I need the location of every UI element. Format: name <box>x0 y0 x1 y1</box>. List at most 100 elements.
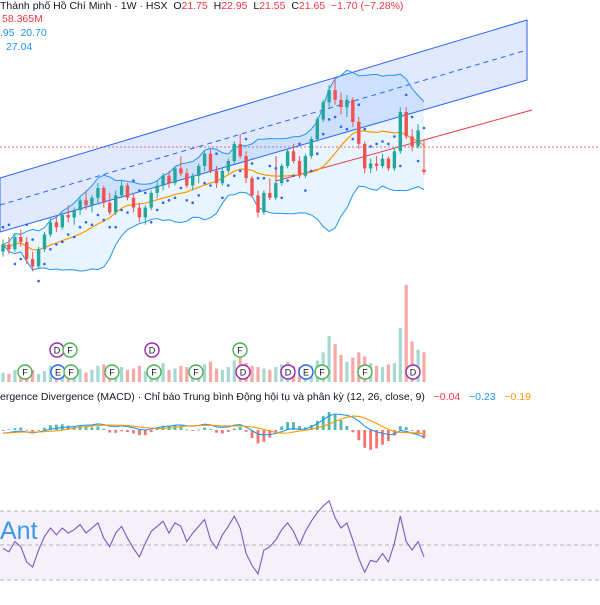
sar-dot <box>25 223 29 227</box>
sar-dot <box>280 196 284 200</box>
sar-dot <box>19 257 23 261</box>
sar-dot <box>72 235 76 239</box>
macd-histogram-bar <box>345 425 349 430</box>
candle-body <box>268 192 272 198</box>
macd-histogram-bar <box>221 430 224 434</box>
macd-histogram-bar <box>321 415 325 430</box>
event-marker-label: D <box>285 368 292 378</box>
sar-dot <box>144 191 147 195</box>
event-marker-label: D <box>410 368 417 378</box>
candle-body <box>173 168 177 184</box>
candle-body <box>143 207 147 218</box>
sar-dot <box>227 184 230 187</box>
event-marker-F <box>314 364 330 380</box>
macd-histogram-bar <box>43 427 46 430</box>
sar-dot <box>351 137 355 141</box>
volume-bar <box>392 363 396 382</box>
volume-bar <box>179 365 183 382</box>
event-marker-F <box>63 364 79 380</box>
candle-body <box>244 156 248 179</box>
candle-body <box>327 90 331 103</box>
volume-bar <box>386 364 390 382</box>
sar-dot <box>191 201 194 204</box>
candle-body <box>285 151 290 166</box>
event-markers: FD FE F FDF FFD D E F F D <box>17 342 421 380</box>
bb-value-1: .95 <box>0 27 15 39</box>
candle-body <box>386 158 391 169</box>
volume-bar <box>226 367 230 382</box>
sar-dot <box>381 140 384 143</box>
sar-dot <box>292 174 295 178</box>
rsi-line <box>2 499 425 576</box>
event-marker-F <box>357 364 373 380</box>
sar-dot <box>363 127 367 131</box>
macd-pane <box>1 412 426 450</box>
volume-bar <box>250 365 254 382</box>
candle-body <box>339 99 343 108</box>
candle-body <box>256 195 260 213</box>
candle-body <box>250 178 254 196</box>
sar-dot <box>268 164 272 168</box>
candle-body <box>214 170 219 184</box>
volume-bar <box>268 369 272 383</box>
candle-body <box>422 169 426 173</box>
sar-dot <box>410 115 414 119</box>
macd-histogram-bar <box>268 430 272 438</box>
high-key: H <box>213 0 222 12</box>
macd-histogram-bar <box>327 412 331 430</box>
sar-dot <box>120 208 123 212</box>
macd-histogram-bar <box>126 430 129 432</box>
price-overlays <box>0 19 533 283</box>
volume-bar <box>120 367 124 382</box>
candle-body <box>303 156 308 176</box>
sar-dot <box>221 196 224 200</box>
volume-bar <box>232 360 236 382</box>
macd-histogram-bar <box>102 428 106 430</box>
volume-bar <box>208 361 213 383</box>
sar-dot <box>310 169 313 173</box>
event-marker-label: D <box>149 346 156 356</box>
pane-backgrounds <box>0 146 600 581</box>
event-marker-label: F <box>319 368 325 378</box>
macd-histogram-bar <box>19 427 23 430</box>
macd-histogram-bar <box>262 430 266 442</box>
candle-body <box>416 130 420 147</box>
volume-bar <box>48 365 52 382</box>
candle-body <box>84 200 88 206</box>
macd-histogram-bar <box>244 430 248 432</box>
macd-histogram-bar <box>132 430 135 434</box>
event-marker-D <box>144 342 160 358</box>
sar-dot <box>138 189 141 192</box>
macd-hist-value: −0.04 <box>433 391 461 403</box>
candle-body <box>13 237 17 250</box>
candle-body <box>297 161 302 176</box>
macd-histogram-bar <box>250 430 254 439</box>
volume-bar <box>220 369 224 383</box>
sar-dot <box>179 186 183 190</box>
candle-body <box>131 197 136 208</box>
macd-histogram-bar <box>13 428 17 430</box>
macd-histogram-bar <box>232 428 236 430</box>
macd-histogram-bar <box>416 430 420 434</box>
event-marker-D <box>280 364 296 380</box>
candle-body <box>19 237 23 242</box>
event-marker-label: F <box>362 368 368 378</box>
volume-bar <box>31 369 35 383</box>
candle-body <box>404 112 408 137</box>
macd-histogram-bar <box>339 420 343 430</box>
open-key: O <box>173 0 182 12</box>
volume-bar <box>37 373 41 382</box>
candle-body <box>161 175 165 186</box>
candle-body <box>274 183 278 198</box>
volume-bar <box>404 284 408 382</box>
macd-histogram-bar <box>191 430 195 431</box>
trend-channel <box>0 19 528 233</box>
sar-dot <box>90 223 94 227</box>
bollinger-lower <box>2 185 425 272</box>
macd-histogram-bar <box>203 427 206 430</box>
symbol-line: Thành phố Hồ Chí Minh · 1W · HSX <box>0 0 168 12</box>
candle-body <box>155 185 159 193</box>
sar-dot <box>108 225 111 229</box>
volume-bar <box>416 349 420 382</box>
